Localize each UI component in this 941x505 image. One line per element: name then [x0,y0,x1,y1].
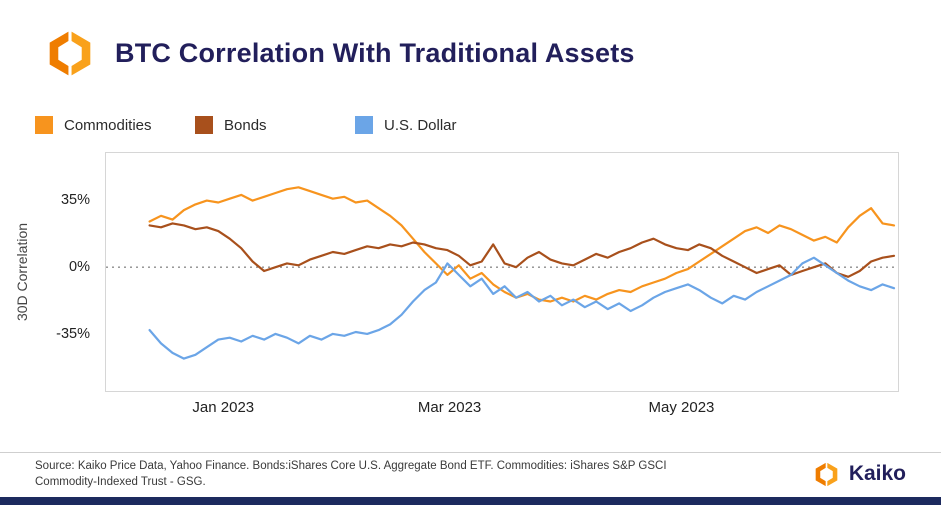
us-dollar-swatch-icon [355,116,373,134]
footer: Source: Kaiko Price Data, Yahoo Finance.… [35,458,906,490]
x-tick-label: May 2023 [648,399,715,416]
page-title: BTC Correlation With Traditional Assets [115,38,635,68]
legend-label-commodities: Commodities [64,116,152,134]
legend-label-bonds: Bonds [224,116,267,134]
legend-item-commodities: Commodities [35,116,195,134]
x-tick-label: Mar 2023 [417,399,482,416]
kaiko-brand: Kaiko [813,462,906,487]
bottom-accent-bar [0,497,941,505]
header: BTC Correlation With Traditional Assets [45,30,635,77]
footer-divider [0,452,941,453]
y-axis-ticks: 35% 0% -35% [48,152,98,392]
kaiko-brand-name: Kaiko [848,462,906,486]
plot-area [105,152,899,392]
y-tick-label: 35% [60,192,90,208]
correlation-chart-svg [106,186,898,360]
kaiko-logo-icon [45,30,95,77]
commodities-swatch-icon [35,116,53,134]
y-axis-title: 30D Correlation [14,222,30,322]
legend-item-us-dollar: U.S. Dollar [355,116,515,134]
source-text: Source: Kaiko Price Data, Yahoo Finance.… [35,460,667,489]
x-tick-label: Jan 2023 [192,399,255,416]
legend: Commodities Bonds U.S. Dollar [35,116,515,134]
y-tick-label: -35% [56,326,90,343]
bonds-swatch-icon [195,116,213,134]
x-axis-ticks: Jan 2023 Mar 2023 May 2023 [105,399,899,423]
chart-area: 30D Correlation 35% 0% -35% Jan 2023 Mar 20… [0,152,941,437]
legend-label-us-dollar: U.S. Dollar [384,116,457,134]
legend-item-bonds: Bonds [195,116,355,134]
kaiko-logo-small-icon [813,462,840,487]
y-tick-label: 0% [69,259,90,276]
